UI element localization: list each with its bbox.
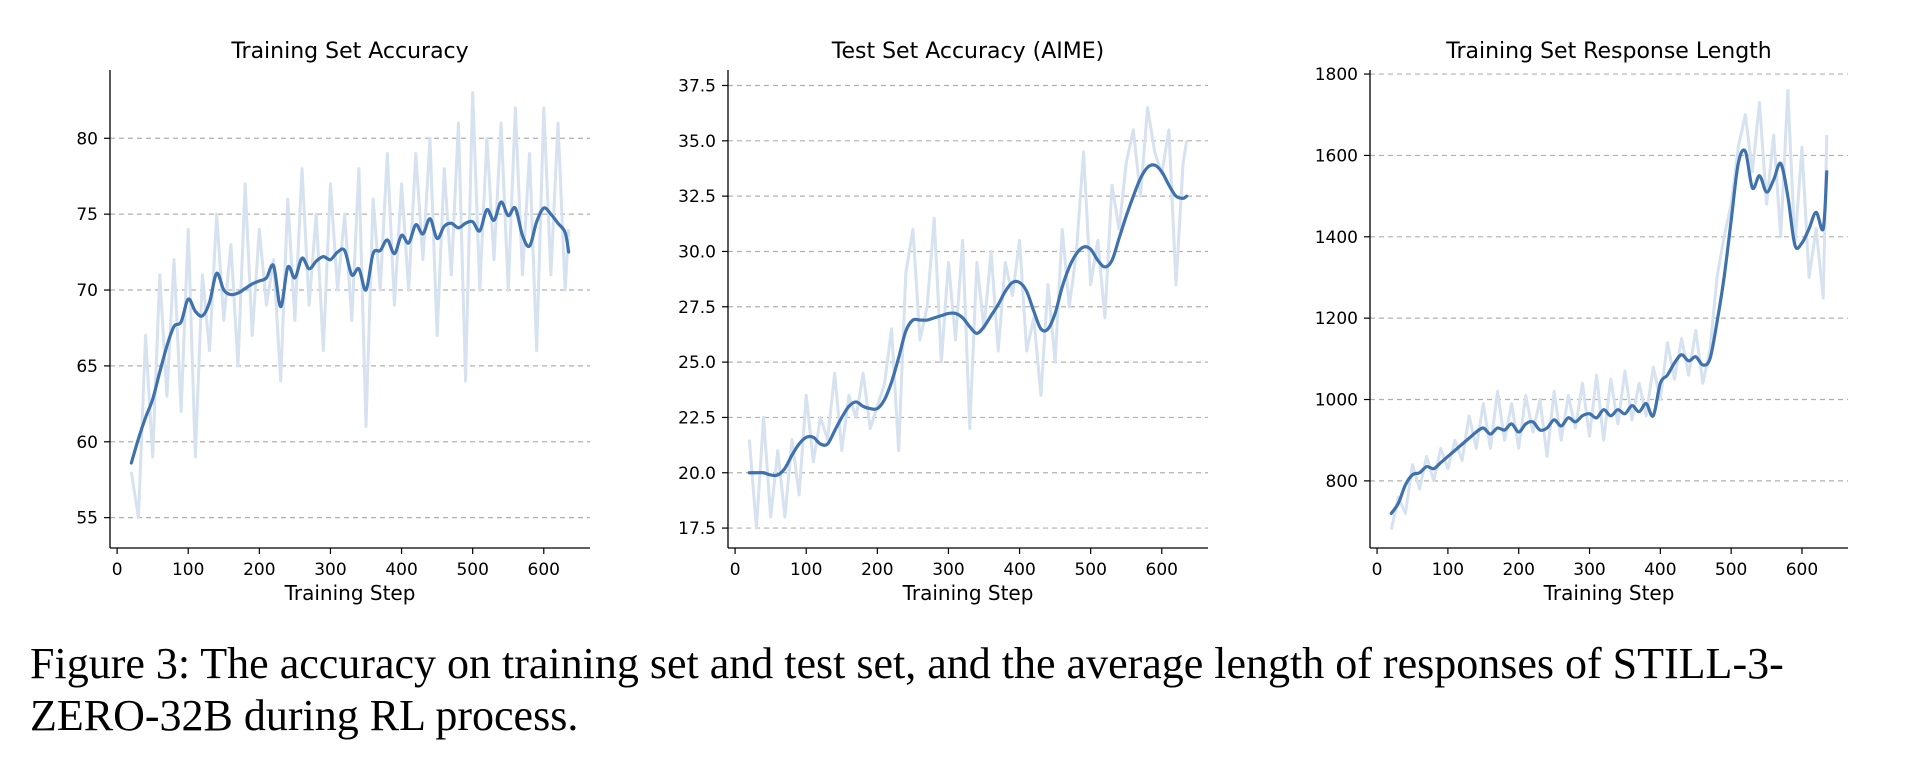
x-axis-label: Training Step bbox=[902, 581, 1034, 605]
y-tick-label: 17.5 bbox=[678, 519, 716, 539]
x-tick-label: 500 bbox=[456, 560, 488, 580]
x-tick-label: 0 bbox=[112, 560, 123, 580]
x-tick-label: 100 bbox=[172, 560, 204, 580]
y-tick-label: 75 bbox=[76, 205, 98, 225]
y-tick-label: 65 bbox=[76, 357, 98, 377]
figure-caption: Figure 3: The accuracy on training set a… bbox=[30, 638, 1910, 742]
x-tick-label: 400 bbox=[385, 560, 417, 580]
x-axis-label: Training Step bbox=[1543, 581, 1675, 605]
y-tick-label: 35.0 bbox=[678, 132, 716, 152]
x-tick-label: 300 bbox=[1573, 560, 1605, 580]
y-tick-label: 60 bbox=[76, 433, 98, 453]
chart-title: Training Set Response Length bbox=[1445, 39, 1771, 64]
caption-line2-rest: -32B during RL process. bbox=[144, 691, 579, 740]
caption-line2-capital: Z bbox=[30, 691, 57, 740]
y-tick-label: 1400 bbox=[1315, 228, 1358, 248]
x-tick-label: 300 bbox=[932, 560, 964, 580]
x-tick-label: 400 bbox=[1003, 560, 1035, 580]
x-tick-label: 500 bbox=[1715, 560, 1747, 580]
x-tick-label: 600 bbox=[1786, 560, 1818, 580]
chart-panel-1: 55 60 65 70 75 80 0 100 200 300 400 500 600 Training … bbox=[76, 39, 590, 605]
y-tick-label: 20.0 bbox=[678, 464, 716, 484]
y-tick-label: 1000 bbox=[1315, 391, 1358, 411]
raw-series-line bbox=[129, 91, 571, 520]
y-tick-label: 80 bbox=[76, 129, 98, 149]
y-tick-label: 32.5 bbox=[678, 187, 716, 207]
raw-series-line bbox=[747, 106, 1189, 530]
y-tick-label: 1600 bbox=[1315, 146, 1358, 166]
x-tick-label: 200 bbox=[243, 560, 275, 580]
x-tick-label: 100 bbox=[1432, 560, 1464, 580]
x-tick-label: 200 bbox=[1502, 560, 1534, 580]
caption-line1-smallcaps: TILL bbox=[1637, 639, 1733, 688]
y-tick-label: 30.0 bbox=[678, 242, 716, 262]
smoothed-series-line bbox=[747, 163, 1189, 478]
x-tick-label: 100 bbox=[790, 560, 822, 580]
y-tick-label: 25.0 bbox=[678, 353, 716, 373]
x-tick-label: 600 bbox=[528, 560, 560, 580]
x-tick-label: 200 bbox=[861, 560, 893, 580]
caption-line1: Figure 3: The accuracy on training set a… bbox=[30, 639, 1638, 688]
chart-title: Test Set Accuracy (AIME) bbox=[831, 39, 1104, 64]
figure: 55 60 65 70 75 80 0 100 200 300 400 500 600 Training … bbox=[76, 39, 1848, 605]
x-tick-label: 600 bbox=[1146, 560, 1178, 580]
y-tick-label: 27.5 bbox=[678, 298, 716, 318]
x-tick-label: 300 bbox=[314, 560, 346, 580]
chart-panel-2: 17.5 20.0 22.5 25.0 27.5 30.0 32.5 35.0 37.5 0 100… bbox=[678, 39, 1208, 605]
chart-panel-3: 800 1000 1200 1400 1600 1800 0 100 200 300 400 500 6… bbox=[1315, 39, 1848, 605]
raw-series-line bbox=[1389, 88, 1829, 531]
x-tick-label: 500 bbox=[1074, 560, 1106, 580]
smoothed-series-line bbox=[129, 200, 571, 465]
y-tick-label: 22.5 bbox=[678, 408, 716, 428]
x-axis-label: Training Step bbox=[284, 581, 416, 605]
y-tick-label: 37.5 bbox=[678, 76, 716, 96]
y-tick-label: 1800 bbox=[1315, 65, 1358, 85]
caption-line2-smallcaps: ERO bbox=[56, 691, 145, 740]
chart-title: Training Set Accuracy bbox=[230, 39, 468, 64]
y-tick-label: 1200 bbox=[1315, 309, 1358, 329]
x-tick-label: 400 bbox=[1644, 560, 1676, 580]
x-tick-label: 0 bbox=[730, 560, 741, 580]
caption-line1-end: -3- bbox=[1732, 639, 1784, 688]
y-tick-label: 70 bbox=[76, 281, 98, 301]
x-tick-label: 0 bbox=[1372, 560, 1383, 580]
y-tick-label: 800 bbox=[1326, 472, 1358, 492]
smoothed-series-line bbox=[1389, 148, 1829, 516]
y-tick-label: 55 bbox=[76, 509, 98, 529]
